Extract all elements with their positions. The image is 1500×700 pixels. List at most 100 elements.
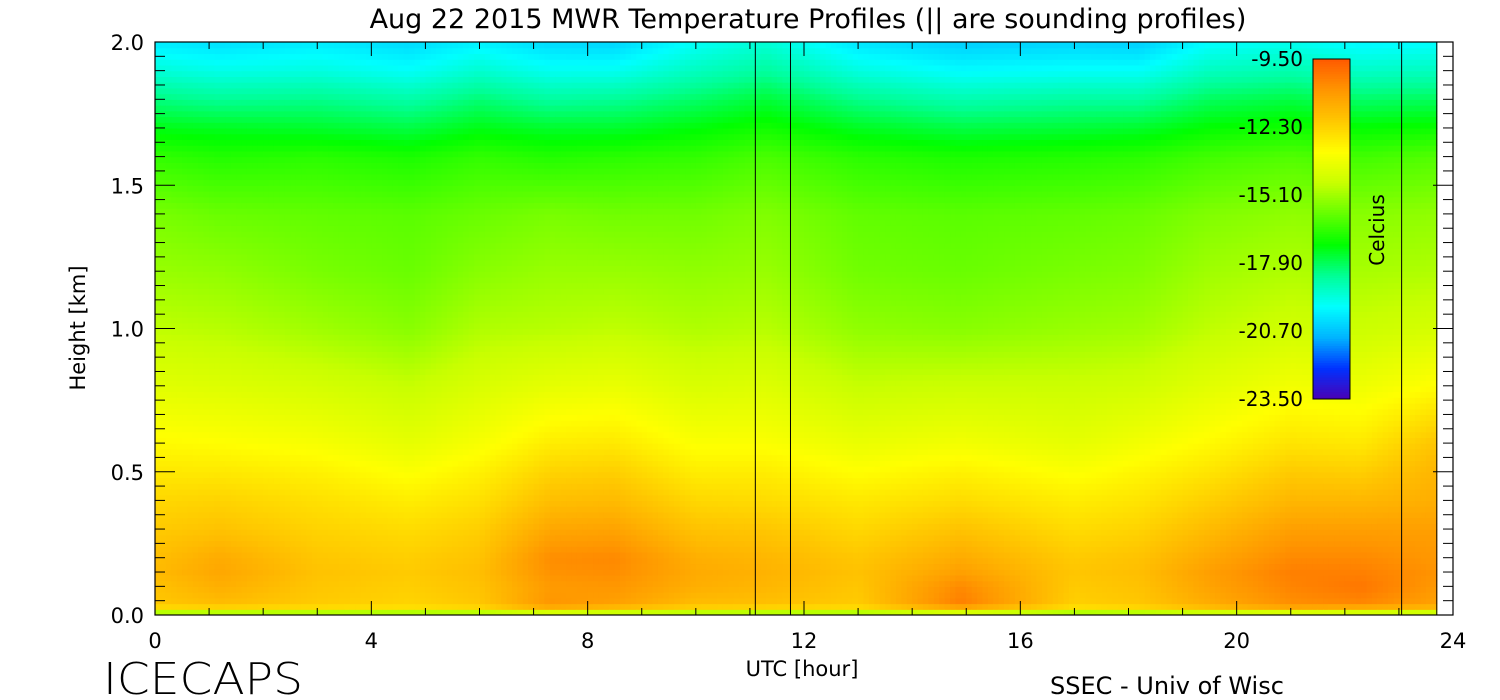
heatmap-cell	[317, 357, 324, 364]
heatmap-cell	[284, 82, 291, 89]
heatmap-cell	[365, 357, 372, 364]
heatmap-cell	[241, 317, 248, 324]
heatmap-cell	[403, 471, 410, 479]
heatmap-cell	[344, 517, 351, 524]
heatmap-cell	[420, 466, 427, 473]
heatmap-cell	[333, 362, 340, 370]
heatmap-cell	[333, 87, 340, 95]
heatmap-cell	[268, 82, 275, 89]
heatmap-cell	[165, 145, 172, 152]
heatmap-cell	[187, 242, 194, 249]
heatmap-cell	[176, 317, 183, 324]
heatmap-cell	[214, 506, 221, 513]
heatmap-cell	[187, 460, 194, 467]
heatmap-cell	[344, 408, 351, 416]
heatmap-cell	[290, 70, 297, 77]
heatmap-cell	[203, 242, 210, 249]
heatmap-cell	[192, 437, 199, 444]
heatmap-cell	[317, 87, 324, 95]
heatmap-cell	[290, 248, 297, 255]
heatmap-cell	[241, 574, 248, 582]
heatmap-cell	[398, 362, 405, 370]
heatmap-cell	[295, 87, 302, 95]
heatmap-cell	[268, 597, 275, 605]
heatmap-cell	[301, 437, 308, 444]
heatmap-cell	[155, 47, 162, 55]
heatmap-cell	[252, 580, 259, 587]
heatmap-cell	[219, 42, 226, 49]
heatmap-cell	[376, 116, 383, 123]
heatmap-cell	[230, 202, 237, 209]
heatmap-cell	[371, 150, 378, 158]
heatmap-cell	[257, 242, 264, 249]
heatmap-cell	[209, 93, 216, 100]
heatmap-cell	[198, 345, 205, 353]
heatmap-cell	[279, 328, 286, 335]
heatmap-cell	[284, 110, 291, 118]
heatmap-cell	[187, 357, 194, 364]
heatmap-cell	[214, 70, 221, 77]
heatmap-cell	[382, 368, 389, 375]
heatmap-cell	[344, 185, 351, 192]
heatmap-cell	[344, 488, 351, 496]
heatmap-cell	[387, 551, 394, 559]
heatmap-cell	[403, 116, 410, 123]
heatmap-cell	[187, 420, 194, 427]
heatmap-cell	[284, 540, 291, 547]
heatmap-cell	[306, 110, 313, 118]
heatmap-cell	[328, 225, 335, 232]
heatmap-cell	[295, 471, 302, 479]
heatmap-cell	[246, 454, 253, 461]
heatmap-cell	[392, 488, 399, 496]
heatmap-cell	[355, 546, 362, 553]
heatmap-cell	[301, 454, 308, 461]
heatmap-cell	[355, 483, 362, 490]
heatmap-cell	[284, 500, 291, 507]
heatmap-cell	[295, 294, 302, 301]
heatmap-cell	[322, 437, 329, 444]
heatmap-cell	[349, 368, 356, 375]
heatmap-cell	[306, 551, 313, 559]
heatmap-cell	[414, 276, 421, 284]
heatmap-cell	[209, 425, 216, 433]
heatmap-cell	[414, 334, 421, 341]
heatmap-cell	[187, 288, 194, 295]
heatmap-cell	[306, 162, 313, 169]
heatmap-cell	[284, 334, 291, 341]
heatmap-cell	[225, 202, 232, 209]
heatmap-cell	[209, 265, 216, 272]
heatmap-cell	[392, 42, 399, 49]
heatmap-cell	[257, 477, 264, 484]
heatmap-cell	[295, 242, 302, 249]
heatmap-cell	[311, 362, 318, 370]
heatmap-cell	[284, 569, 291, 576]
heatmap-cell	[306, 425, 313, 433]
heatmap-cell	[263, 603, 270, 610]
heatmap-cell	[344, 265, 351, 272]
heatmap-cell	[257, 420, 264, 427]
heatmap-cell	[392, 311, 399, 318]
heatmap-cell	[317, 196, 324, 204]
heatmap-cell	[414, 402, 421, 410]
heatmap-cell	[279, 105, 286, 112]
heatmap-cell	[387, 122, 394, 129]
heatmap-cell	[230, 603, 237, 610]
heatmap-cell	[236, 271, 243, 278]
heatmap-cell	[398, 609, 405, 615]
heatmap-cell	[403, 580, 410, 587]
heatmap-cell	[387, 208, 394, 215]
heatmap-cell	[338, 254, 345, 261]
heatmap-cell	[371, 122, 378, 129]
heatmap-cell	[403, 53, 410, 60]
heatmap-cell	[214, 53, 221, 60]
heatmap-cell	[338, 82, 345, 89]
heatmap-cell	[403, 219, 410, 226]
heatmap-cell	[306, 179, 313, 186]
heatmap-cell	[328, 179, 335, 186]
heatmap-cell	[198, 70, 205, 77]
heatmap-cell	[160, 448, 167, 456]
heatmap-cell	[203, 380, 210, 387]
heatmap-cell	[273, 190, 280, 198]
heatmap-cell	[225, 603, 232, 610]
heatmap-cell	[165, 494, 172, 501]
